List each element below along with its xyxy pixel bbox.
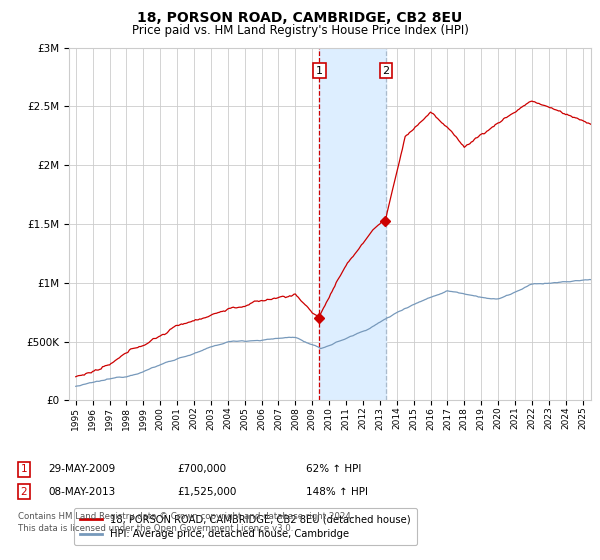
Text: 1: 1	[20, 464, 28, 474]
Text: 2: 2	[382, 66, 389, 76]
Legend: 18, PORSON ROAD, CAMBRIDGE, CB2 8EU (detached house), HPI: Average price, detach: 18, PORSON ROAD, CAMBRIDGE, CB2 8EU (det…	[74, 508, 416, 545]
Bar	[319, 48, 386, 400]
Text: £700,000: £700,000	[177, 464, 226, 474]
Text: 62% ↑ HPI: 62% ↑ HPI	[306, 464, 361, 474]
Text: 08-MAY-2013: 08-MAY-2013	[48, 487, 115, 497]
Text: 148% ↑ HPI: 148% ↑ HPI	[306, 487, 368, 497]
Text: Price paid vs. HM Land Registry's House Price Index (HPI): Price paid vs. HM Land Registry's House …	[131, 24, 469, 36]
Text: 1: 1	[316, 66, 323, 76]
Text: 29-MAY-2009: 29-MAY-2009	[48, 464, 115, 474]
Text: £1,525,000: £1,525,000	[177, 487, 236, 497]
Text: 18, PORSON ROAD, CAMBRIDGE, CB2 8EU: 18, PORSON ROAD, CAMBRIDGE, CB2 8EU	[137, 11, 463, 25]
Text: Contains HM Land Registry data © Crown copyright and database right 2024.
This d: Contains HM Land Registry data © Crown c…	[18, 512, 353, 533]
Text: 2: 2	[20, 487, 28, 497]
